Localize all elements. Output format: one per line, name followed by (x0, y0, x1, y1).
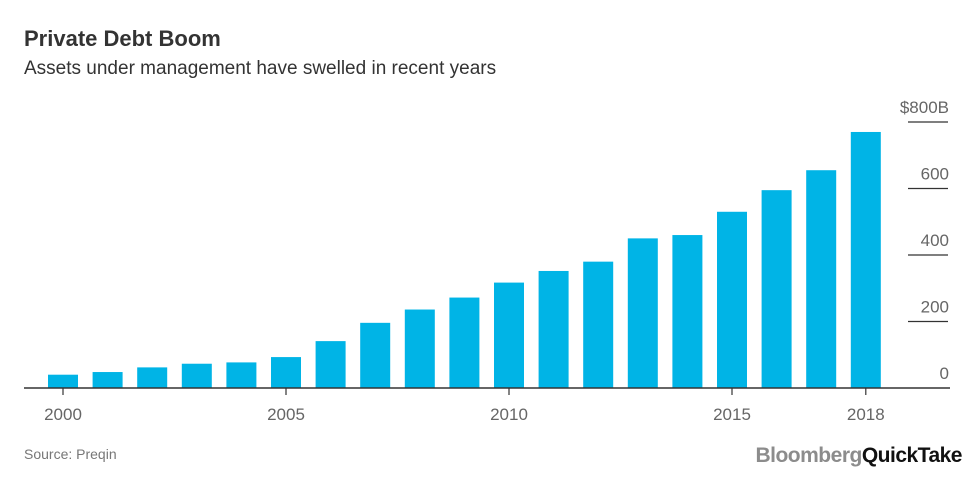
source-note: Source: Preqin (24, 446, 117, 462)
bar-2014 (672, 235, 703, 388)
bar-2001 (92, 372, 123, 388)
bar-2002 (137, 367, 168, 388)
bar-2003 (181, 363, 212, 388)
bar-2010 (494, 282, 524, 388)
x-tick-label-2005: 2005 (267, 405, 305, 424)
brand-logo-bloomberg: Bloomberg (755, 444, 862, 467)
x-tick-label-2018: 2018 (847, 405, 885, 424)
y-tick-label-800: $800B (900, 98, 949, 117)
bar-2018 (850, 131, 881, 388)
bar-2004 (226, 362, 257, 388)
bar-2013 (627, 238, 658, 388)
chart-title: Private Debt Boom (24, 26, 221, 51)
x-tick-label-2015: 2015 (713, 405, 751, 424)
x-tick-label-2000: 2000 (44, 405, 82, 424)
bar-2012 (583, 261, 614, 388)
bar-2015 (717, 211, 747, 388)
bar-2007 (360, 322, 391, 388)
bar-2008 (404, 309, 435, 388)
bar-2005 (271, 357, 301, 388)
x-tick-label-2010: 2010 (490, 405, 528, 424)
y-tick-label-400: 400 (921, 231, 949, 250)
y-tick-label-200: 200 (921, 298, 949, 317)
y-tick-label-0: 0 (940, 364, 949, 383)
brand-logo: BloombergQuickTake (755, 444, 962, 468)
bar-2009 (449, 297, 480, 388)
bar-2016 (761, 190, 792, 388)
bar-2017 (806, 170, 837, 388)
brand-logo-quicktake: QuickTake (861, 444, 963, 467)
chart-subtitle: Assets under management have swelled in … (24, 58, 497, 79)
bar-2011 (538, 270, 569, 388)
y-tick-label-600: 600 (921, 165, 949, 184)
bar-2000 (48, 374, 78, 388)
bar-2006 (315, 341, 346, 388)
